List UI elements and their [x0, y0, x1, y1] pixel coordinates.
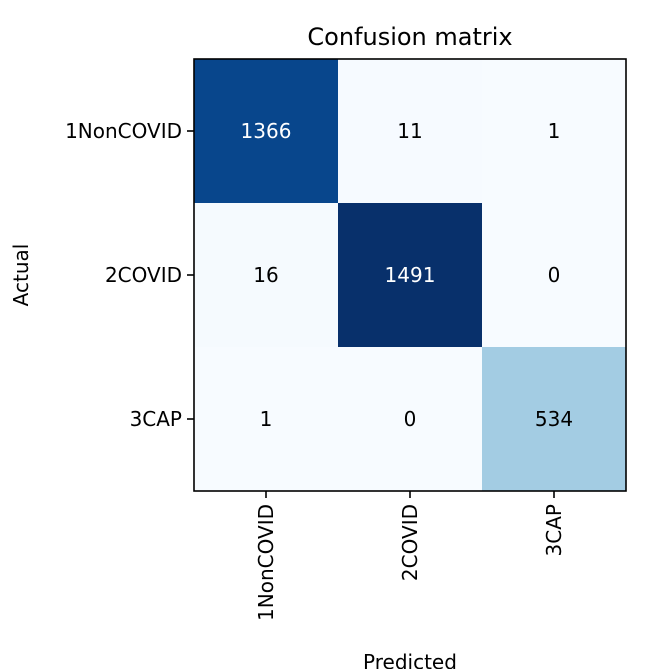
- cell-value-label: 1: [548, 119, 561, 143]
- heatmap-cell: [194, 203, 339, 348]
- x-tick-label: 3CAP: [542, 504, 566, 556]
- y-axis-label: Actual: [9, 244, 33, 307]
- y-tick-label: 1NonCOVID: [65, 119, 182, 143]
- cell-value-label: 0: [404, 407, 417, 431]
- cell-value-label: 0: [548, 263, 561, 287]
- heatmap-cell: [338, 59, 483, 204]
- x-axis-ticks: 1NonCOVID 2COVID 3CAP: [254, 491, 566, 621]
- cell-value-label: 1491: [385, 263, 436, 287]
- heatmap-cell: [194, 347, 339, 492]
- heatmap-cells: 1366 11 116 1491 01 0 534: [194, 59, 627, 492]
- heatmap-cell: [482, 347, 627, 492]
- y-tick-label: 3CAP: [130, 407, 182, 431]
- heatmap-cell: [338, 203, 483, 348]
- cell-value-label: 16: [253, 263, 278, 287]
- cell-value-label: 1366: [241, 119, 292, 143]
- x-tick-label: 1NonCOVID: [254, 504, 278, 621]
- chart-title: Confusion matrix: [307, 23, 512, 51]
- heatmap-cell: [194, 59, 339, 204]
- y-tick-label: 2COVID: [105, 263, 182, 287]
- x-axis-label: Predicted: [363, 650, 457, 669]
- heatmap-cell: [338, 347, 483, 492]
- y-axis-ticks: 1NonCOVID 2COVID 3CAP: [65, 119, 194, 431]
- x-tick-label: 2COVID: [398, 504, 422, 581]
- heatmap-cell: [482, 59, 627, 204]
- cell-value-label: 11: [397, 119, 422, 143]
- cell-value-label: 534: [535, 407, 573, 431]
- cell-value-label: 1: [260, 407, 273, 431]
- heatmap-cell: [482, 203, 627, 348]
